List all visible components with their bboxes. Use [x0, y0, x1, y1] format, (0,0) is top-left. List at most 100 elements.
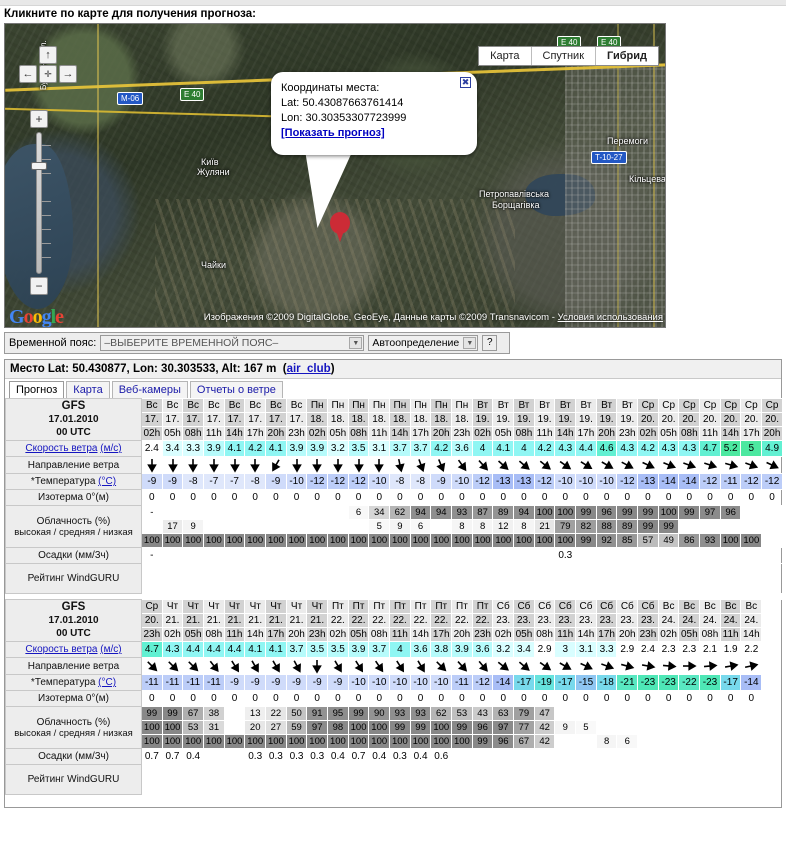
temperature-cell: -10 — [554, 473, 577, 490]
tab-карта[interactable]: Карта — [66, 381, 110, 398]
wind-direction-arrow-icon — [699, 456, 721, 474]
zoom-out-button[interactable]: − — [30, 277, 48, 295]
terms-of-use-link[interactable]: Условия использования — [557, 312, 663, 323]
map-pan-control[interactable]: ↑ ← ✛ → — [19, 46, 77, 102]
wind-speed-cell: 5 — [740, 440, 763, 457]
header-day: Пн — [306, 398, 329, 413]
rating-cell — [223, 764, 246, 795]
help-button[interactable]: ? — [482, 335, 498, 351]
wind-direction-arrow-icon — [451, 456, 473, 474]
header-hour: 08h — [678, 426, 701, 441]
temperature-cell: -10 — [347, 674, 370, 691]
table-row: 20. 21. 21. 21. 21. 21. 21. 21. 21. 22. 22. 22. 22. 2… — [6, 613, 783, 628]
header-hour: 05h — [492, 426, 515, 441]
chevron-down-icon[interactable]: ▼ — [349, 337, 363, 349]
wind-speed-cell: 4.9 — [761, 440, 783, 457]
wind-direction-arrow-icon — [554, 657, 577, 675]
temperature-cell: -13 — [492, 473, 515, 490]
temp-unit-link[interactable]: (°C) — [98, 677, 117, 688]
cloud-mid-cell: 6 — [409, 519, 432, 534]
map-location-marker[interactable] — [330, 212, 350, 242]
temperature-cell: -8 — [389, 473, 411, 490]
cloud-mid-cell — [740, 720, 763, 735]
cloud-high-cell — [223, 706, 246, 721]
precipitation-cell — [182, 547, 205, 564]
tab-отчеты-о-ветре[interactable]: Отчеты о ветре — [189, 381, 283, 398]
temperature-cell: -12 — [616, 473, 639, 490]
wind-speed-link[interactable]: Скорость ветра — [25, 644, 98, 655]
map-type-option[interactable]: Спутник — [531, 47, 597, 65]
pan-up-button[interactable]: ↑ — [39, 46, 57, 64]
header-day: Пн — [347, 398, 370, 413]
wind-speed-cell: 2.2 — [740, 641, 763, 658]
cloud-mid-cell: 20 — [244, 720, 267, 735]
wind-direction-arrow-icon — [347, 657, 370, 675]
header-hour: 11h — [699, 426, 721, 441]
map-zoom-control[interactable]: + − — [30, 110, 51, 295]
wind-speed-link[interactable]: Скорость ветра — [25, 443, 98, 454]
rating-cell — [161, 764, 184, 795]
map-type-option[interactable]: Карта — [479, 47, 532, 65]
cloud-low-cell: 100 — [244, 734, 267, 749]
wind-speed-cell: 3.7 — [368, 641, 391, 658]
header-date: 18. — [327, 412, 349, 427]
header-day: Ср — [719, 398, 742, 413]
cloud-mid-cell — [699, 519, 721, 534]
zoom-slider-thumb[interactable] — [31, 162, 47, 170]
zoom-slider-track[interactable] — [36, 132, 51, 274]
isotherm-cell: 0 — [141, 690, 163, 707]
timezone-select[interactable]: –ВЫБЕРИТЕ ВРЕМЕННОЙ ПОЯС– ▼ — [100, 335, 365, 351]
wind-direction-arrow-icon — [141, 456, 163, 474]
cloud-low-cell: 100 — [471, 533, 494, 548]
header-hour: 14h — [740, 627, 763, 642]
rating-cell — [306, 563, 329, 594]
zoom-in-button[interactable]: + — [30, 110, 48, 128]
map-place-label: Борщагівка — [492, 200, 540, 210]
cloud-high-cell: 93 — [389, 706, 411, 721]
header-date: 22. — [471, 613, 494, 628]
header-date: 21. — [265, 613, 287, 628]
cloud-high-cell: 91 — [306, 706, 329, 721]
map-type-active[interactable]: Гибрид — [596, 47, 658, 65]
close-icon[interactable]: ✖ — [460, 77, 471, 88]
isotherm-cell: 0 — [265, 690, 287, 707]
wind-speed-unit-link[interactable]: (м/с) — [100, 644, 122, 655]
map-urban-area — [565, 64, 665, 327]
forecast-tabs[interactable]: Прогноз Карта Веб-камеры Отчеты о ветре — [5, 379, 781, 398]
isotherm-cell: 0 — [471, 489, 494, 506]
cloud-low-cell: 100 — [451, 533, 473, 548]
rating-cell — [492, 764, 515, 795]
wind-speed-cell: 5.2 — [719, 440, 742, 457]
map-viewport[interactable]: M-06E 40E 40E 40T-10-27 Будырна вул.Київ… — [4, 23, 666, 328]
header-date: 23. — [595, 613, 618, 628]
wind-speed-unit-link[interactable]: (м/с) — [100, 443, 122, 454]
tab-прогноз[interactable]: Прогноз — [9, 381, 65, 398]
map-type-switcher[interactable]: Карта Спутник Гибрид — [478, 46, 659, 66]
tab-веб-камеры[interactable]: Веб-камеры — [111, 381, 188, 398]
cloud-low-cell: 100 — [161, 734, 184, 749]
wind-direction-arrow-icon — [285, 456, 308, 474]
pan-center-button[interactable]: ✛ — [39, 65, 57, 83]
cloud-low-cell: 100 — [285, 734, 308, 749]
rating-cell — [409, 563, 432, 594]
autodetect-select[interactable]: Автоопределение ▼ — [368, 335, 479, 351]
show-forecast-link[interactable]: [Показать прогноз] — [281, 127, 385, 139]
chevron-down-icon[interactable]: ▼ — [463, 337, 477, 349]
header-date: 20. — [719, 412, 742, 427]
isotherm-cell: 0 — [719, 690, 742, 707]
pan-right-button[interactable]: → — [59, 65, 77, 83]
cloud-low-cell: 100 — [409, 533, 432, 548]
cloud-high-cell — [719, 706, 742, 721]
air-club-link[interactable]: air_club — [286, 363, 331, 375]
header-date: 22. — [327, 613, 349, 628]
pan-left-button[interactable]: ← — [19, 65, 37, 83]
header-date: 18. — [306, 412, 329, 427]
cloud-low-cell: 100 — [451, 734, 473, 749]
cloud-low-cell: 100 — [182, 533, 205, 548]
timezone-label: Временной пояс: — [9, 337, 97, 349]
cloud-low-cell: 100 — [554, 533, 577, 548]
map-place-label: Київ — [201, 157, 219, 167]
wind-speed-cell: 4.4 — [182, 641, 205, 658]
temp-unit-link[interactable]: (°C) — [98, 476, 117, 487]
isotherm-cell: 0 — [306, 489, 329, 506]
